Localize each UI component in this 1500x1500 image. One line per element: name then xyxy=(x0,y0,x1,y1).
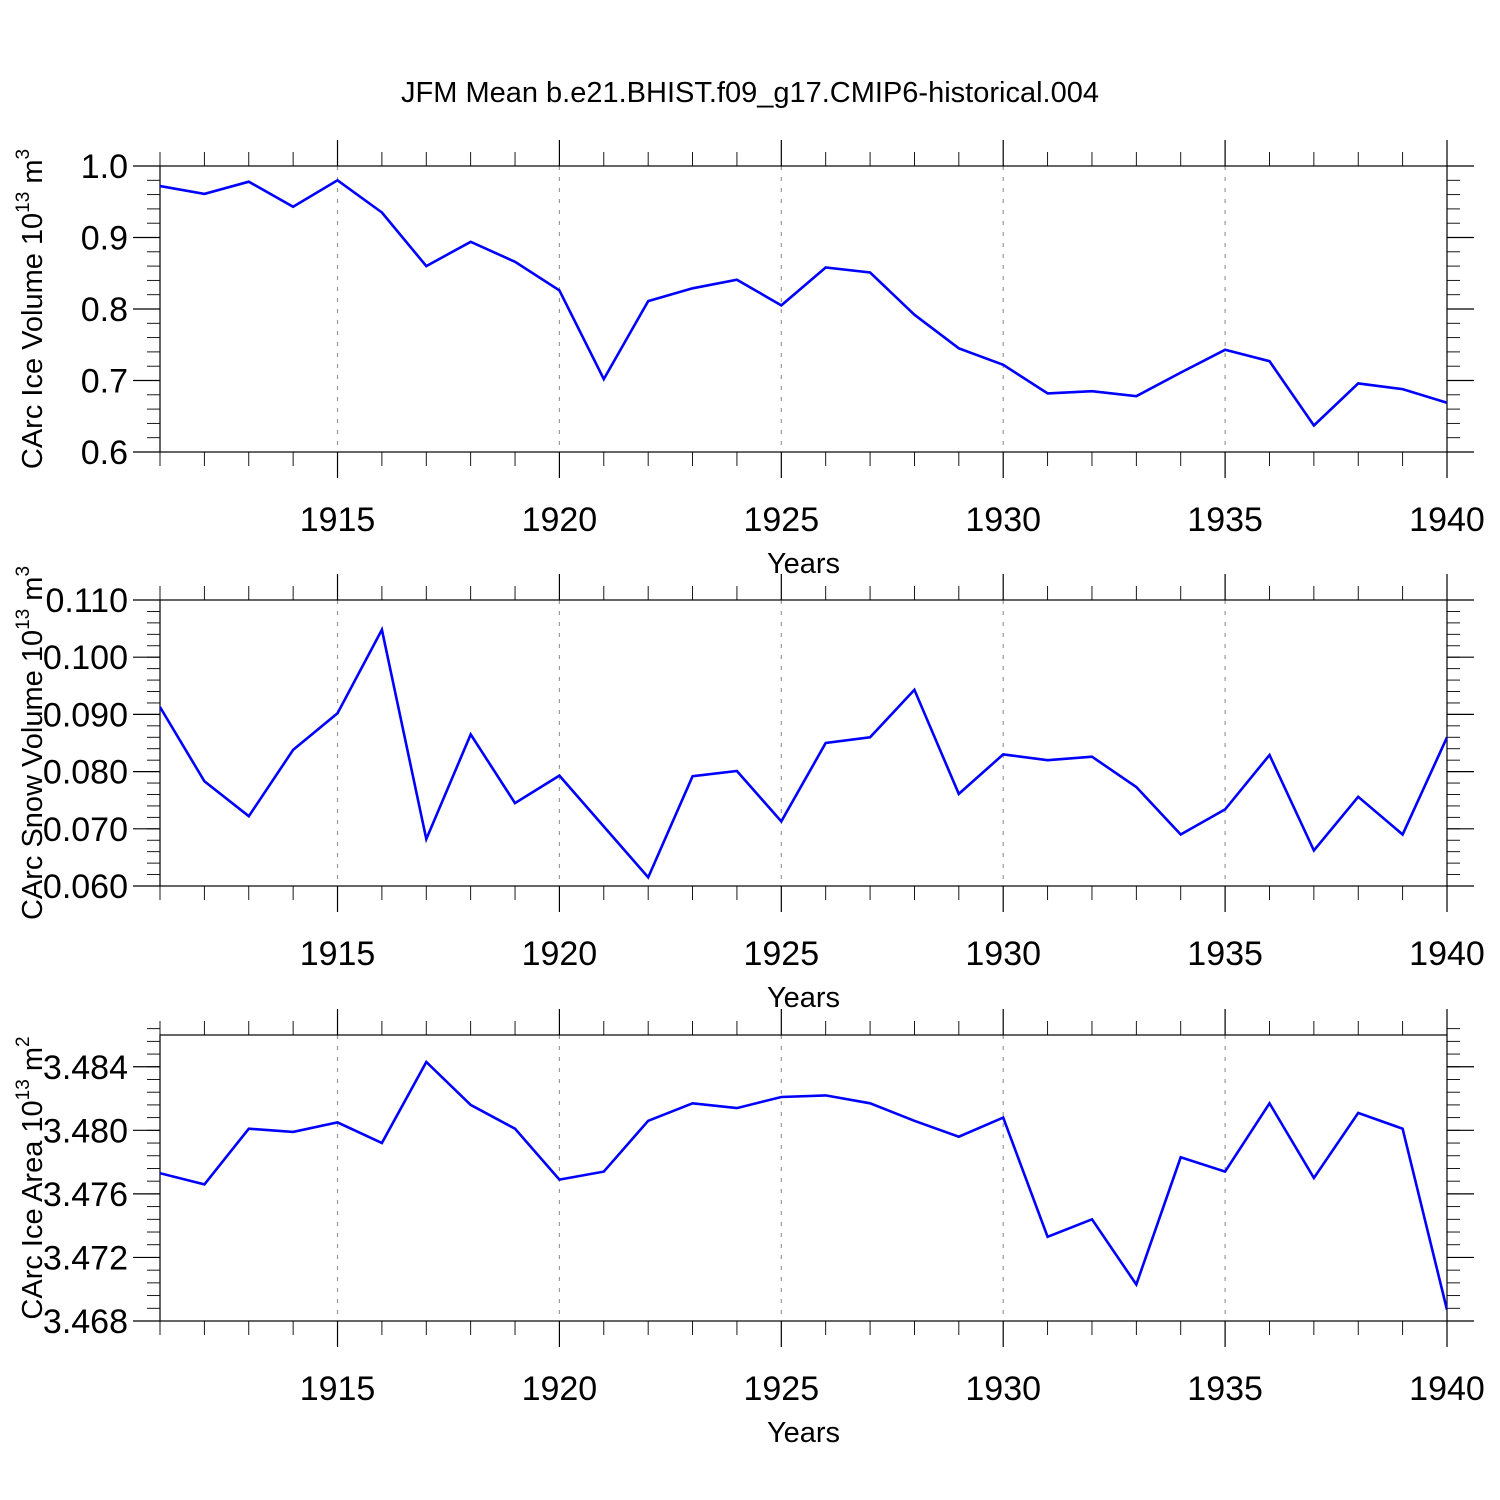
y-axis-label: CArc Ice Area 1013 m2 xyxy=(13,1036,49,1319)
x-axis-label: Years xyxy=(767,1417,840,1449)
x-tick-label: 1925 xyxy=(743,501,819,539)
x-tick-label: 1930 xyxy=(965,1370,1041,1408)
y-tick-label: 3.476 xyxy=(43,1176,128,1214)
y-axis-label: CArc Snow Volume 1013 m3 xyxy=(13,566,49,920)
y-tick-label: 0.9 xyxy=(81,220,128,258)
y-axis-label-text: CArc Snow Volume 10 xyxy=(17,630,49,920)
y-axis-label-exponent: 13 xyxy=(13,1079,34,1100)
x-tick-label: 1935 xyxy=(1187,935,1263,973)
chart-title: JFM Mean b.e21.BHIST.f09_g17.CMIP6-histo… xyxy=(401,77,1099,109)
plot-frame xyxy=(159,165,1448,453)
x-axis-label: Years xyxy=(767,982,840,1014)
y-axis-label-unit-exponent: 2 xyxy=(13,1036,34,1047)
y-tick-label: 3.472 xyxy=(43,1239,128,1277)
x-tick-label: 1935 xyxy=(1187,1370,1263,1408)
y-tick-label: 0.8 xyxy=(81,291,128,329)
y-tick-label: 0.090 xyxy=(43,696,128,734)
panels: 1915 1920 1925 1930 1935 1940 Years 0.6 0.7 0.8 0.… xyxy=(13,140,1485,1449)
y-tick-label: 0.070 xyxy=(43,811,128,849)
plot-frame xyxy=(159,1034,1448,1322)
y-tick-label: 0.6 xyxy=(81,434,128,472)
chart-panel-3: 1915 1920 1925 1930 1935 1940 Years 3.468 3.472 3… xyxy=(13,1009,1485,1449)
x-tick-label: 1930 xyxy=(965,501,1041,539)
y-axis-label-unit: m xyxy=(17,1047,49,1079)
x-tick-label: 1915 xyxy=(300,501,376,539)
y-tick-label: 0.080 xyxy=(43,754,128,792)
x-tick-label: 1940 xyxy=(1409,935,1485,973)
x-tick-label: 1940 xyxy=(1409,1370,1485,1408)
chart-panel-2: 1915 1920 1925 1930 1935 1940 Years 0.060 0.070 0… xyxy=(13,566,1485,1014)
y-axis-label-unit: m xyxy=(17,577,49,609)
y-axis-label-exponent: 13 xyxy=(13,609,34,630)
series-line xyxy=(160,625,1447,880)
series-line xyxy=(160,178,1447,428)
x-tick-label: 1930 xyxy=(965,935,1041,973)
y-tick-label: 3.480 xyxy=(43,1112,128,1150)
x-tick-label: 1920 xyxy=(522,935,598,973)
y-axis-label-text: CArc Ice Volume 10 xyxy=(17,213,49,469)
x-tick-label: 1915 xyxy=(300,935,376,973)
x-tick-label: 1940 xyxy=(1409,501,1485,539)
x-tick-label: 1915 xyxy=(300,1370,376,1408)
y-tick-label: 1.0 xyxy=(81,148,128,186)
plot-frame xyxy=(159,599,1448,887)
y-axis-label: CArc Ice Volume 1013 m3 xyxy=(13,149,49,469)
x-tick-label: 1920 xyxy=(522,1370,598,1408)
y-tick-label: 3.468 xyxy=(43,1303,128,1341)
x-tick-label: 1920 xyxy=(522,501,598,539)
chart-panel-1: 1915 1920 1925 1930 1935 1940 Years 0.6 0.7 0.8 0.… xyxy=(13,140,1485,580)
series-line xyxy=(160,1059,1447,1311)
x-tick-label: 1925 xyxy=(743,1370,819,1408)
y-axis-label-exponent: 13 xyxy=(13,192,34,213)
y-axis-label-unit: m xyxy=(17,159,49,191)
y-tick-label: 3.484 xyxy=(43,1049,128,1087)
y-tick-label: 0.100 xyxy=(43,639,128,677)
x-axis-label: Years xyxy=(767,548,840,580)
y-tick-label: 0.110 xyxy=(45,582,128,620)
x-tick-label: 1925 xyxy=(743,935,819,973)
y-tick-label: 0.060 xyxy=(43,868,128,906)
y-axis-label-text: CArc Ice Area 10 xyxy=(17,1100,49,1319)
y-tick-label: 0.7 xyxy=(81,363,128,401)
y-axis-label-unit-exponent: 3 xyxy=(13,149,34,160)
x-tick-label: 1935 xyxy=(1187,501,1263,539)
y-axis-label-unit-exponent: 3 xyxy=(13,566,34,577)
